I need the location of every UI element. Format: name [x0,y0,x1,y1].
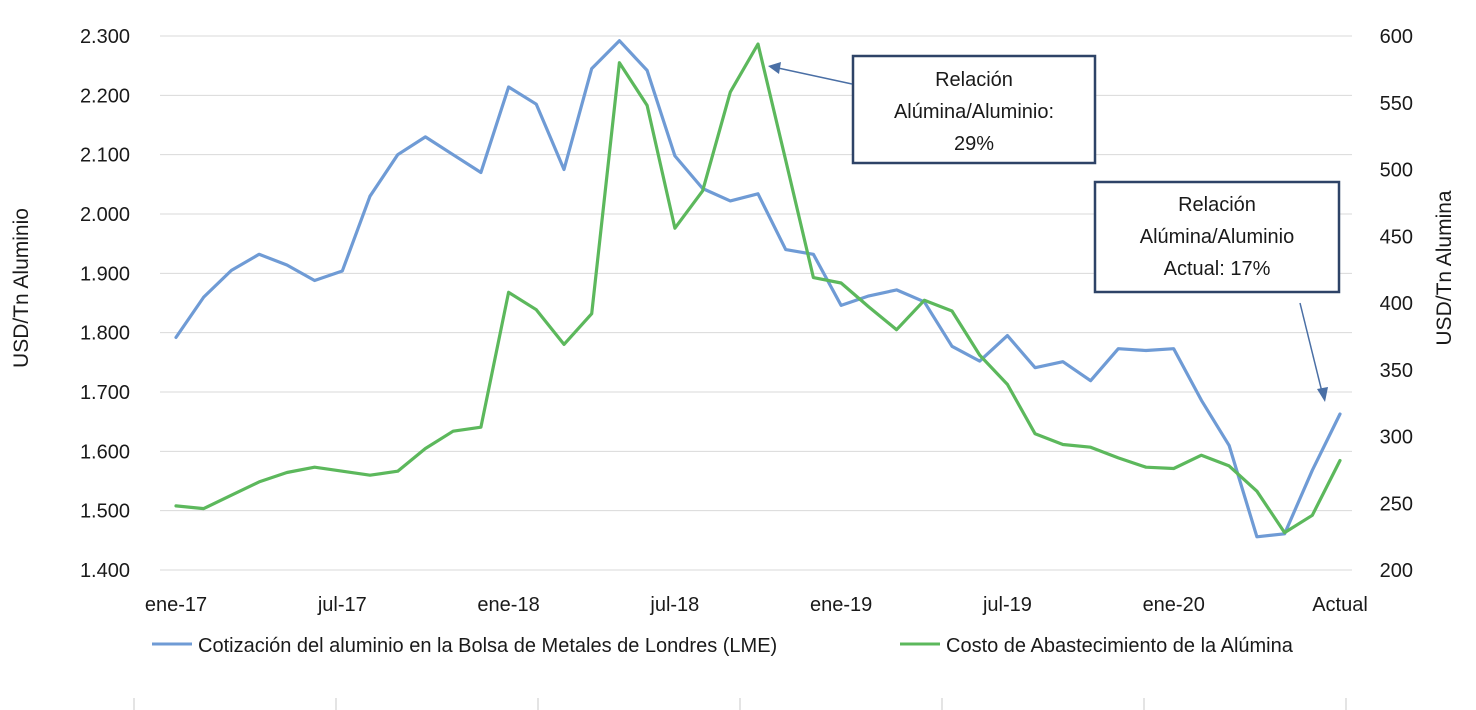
annotation-17-line-2: Alúmina/Aluminio [1140,226,1295,248]
y-left-tick-label: 2.100 [80,145,130,167]
gridlines [160,35,1352,571]
series-line-alumina [174,42,1342,535]
x-axis-ticks: ene-17 jul-17 ene-18 jul-18 ene-19 jul-19 ene-… [145,594,1368,616]
legend-label-alumina: Costo de Abastecimiento de la Alúmina [946,635,1294,657]
y-left-tick-label: 1.400 [80,560,130,582]
x-tick-label: jul-18 [649,594,699,616]
y-right-tick-label: 300 [1380,427,1413,449]
y-left-tick-label: 2.200 [80,85,130,107]
y-left-tick-label: 2.000 [80,204,130,226]
y-left-tick-label: 1.600 [80,441,130,463]
annotation-17-arrow [1299,302,1323,393]
y-right-tick-label: 500 [1380,160,1413,182]
x-tick-label: ene-18 [477,594,539,616]
y-right-tick-label: 450 [1380,226,1413,248]
y-left-tick-label: 1.800 [80,323,130,345]
annotation-17-line-3: Actual: 17% [1164,258,1271,280]
y-left-tick-label: 2.300 [80,26,130,48]
y-left-tick-label: 1.500 [80,501,130,523]
left-axis-ticks: 1.400 1.500 1.600 1.700 1.800 1.900 2.000 2.100… [80,26,130,582]
annotation-29-arrow [777,67,853,85]
annotation-box-29 [851,54,1097,165]
x-tick-label: Actual [1312,594,1368,616]
annotation-29-arrowhead [768,62,781,74]
x-tick-label: ene-17 [145,594,207,616]
annotation-29-line-3: 29% [954,133,994,155]
y-right-tick-label: 250 [1380,493,1413,515]
y-right-tick-label: 400 [1380,293,1413,315]
x-tick-label: jul-19 [982,594,1032,616]
y-right-tick-label: 350 [1380,360,1413,382]
y-right-tick-label: 600 [1380,26,1413,48]
y-left-tick-label: 1.900 [80,263,130,285]
x-tick-label: ene-20 [1143,594,1205,616]
annotation-29-line-2: Alúmina/Aluminio: [894,101,1054,123]
y-axis-left-title: USD/Tn Aluminio [10,208,33,368]
x-tick-label: ene-19 [810,594,872,616]
annotation-box-17 [1093,180,1341,294]
y-right-tick-label: 200 [1380,560,1413,582]
annotation-17-line-1: Relación [1178,194,1256,216]
legend: Cotización del aluminio en la Bolsa de M… [152,635,1294,657]
right-axis-ticks: 200 250 300 350 400 450 500 550 600 [1380,26,1413,582]
bottom-dividers [133,698,1347,710]
y-left-tick-label: 1.700 [80,382,130,404]
series-lines [174,39,1342,539]
annotation-17: Relación Alúmina/Aluminio Actual: 17% [1093,180,1341,402]
y-axis-right-title: USD/Tn Alumina [1433,190,1456,346]
annotation-29: Relación Alúmina/Aluminio: 29% [768,54,1097,165]
series-line-lme [174,39,1342,539]
legend-label-lme: Cotización del aluminio en la Bolsa de M… [198,635,777,657]
annotation-29-line-1: Relación [935,69,1013,91]
annotation-17-arrowhead [1317,387,1328,402]
y-right-tick-label: 550 [1380,93,1413,115]
x-tick-label: jul-17 [317,594,367,616]
